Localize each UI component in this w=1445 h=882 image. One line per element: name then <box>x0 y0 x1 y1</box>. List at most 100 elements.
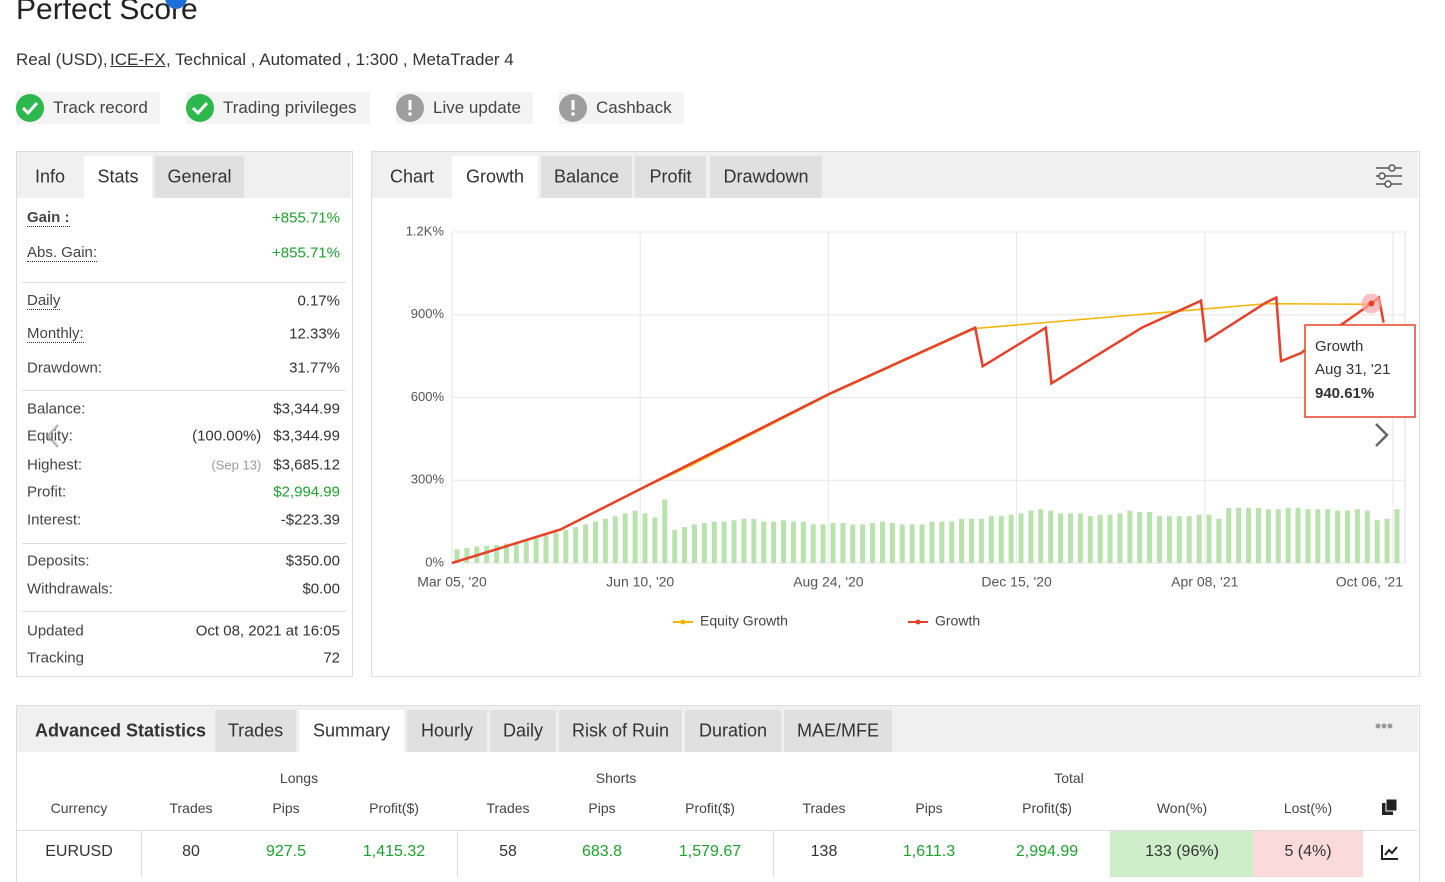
info-label: Deposits: <box>27 552 90 570</box>
info-label: Tracking <box>27 649 84 667</box>
info-note: (100.00%) <box>192 427 262 445</box>
info-label: Equity: <box>27 427 73 445</box>
bar <box>523 540 529 563</box>
tab[interactable]: Chart <box>390 166 435 187</box>
tab[interactable]: Duration <box>698 720 768 741</box>
legend-dot <box>680 619 686 625</box>
badge-icon <box>559 94 587 122</box>
bar <box>612 516 618 563</box>
bar <box>682 527 688 563</box>
bar <box>978 518 984 563</box>
info-label: Balance: <box>27 400 86 418</box>
table-cell: 5 (4%) <box>1284 843 1332 860</box>
bar <box>1364 510 1370 563</box>
tab[interactable]: Stats <box>97 166 139 187</box>
bar <box>652 517 658 563</box>
bar <box>1077 513 1083 563</box>
bar <box>879 521 885 563</box>
tab[interactable]: Growth <box>465 166 525 187</box>
tab[interactable]: Balance <box>553 166 620 187</box>
bar <box>1067 513 1073 563</box>
bar <box>533 538 539 563</box>
copy-front <box>1385 798 1398 812</box>
nav-next[interactable] <box>1375 423 1389 447</box>
bar <box>919 524 925 563</box>
x-tick-label: Apr 08, '21 <box>1171 574 1238 590</box>
table-column: Currency <box>50 800 108 816</box>
bar <box>929 521 935 563</box>
tab[interactable]: Drawdown <box>723 166 809 187</box>
info-label: Monthly: <box>27 325 84 343</box>
tab[interactable]: Info <box>35 166 66 187</box>
bar <box>1255 507 1261 563</box>
bar <box>988 516 994 563</box>
tab-bg <box>685 710 781 752</box>
bar <box>761 521 767 563</box>
nav-prev[interactable] <box>44 422 64 450</box>
row-line <box>17 830 1418 831</box>
tab-bg <box>784 710 892 752</box>
tab-bg <box>490 710 556 752</box>
copy-icon <box>1382 798 1398 815</box>
bar <box>642 513 648 563</box>
badge-label: Track record <box>53 98 148 117</box>
check-mark <box>191 101 209 116</box>
x-tick-label: Oct 06, '21 <box>1336 574 1403 590</box>
exclaim-dot <box>571 112 575 116</box>
badge-label: Live update <box>433 98 521 117</box>
tooltip-date: Aug 31, '21 <box>1315 361 1390 378</box>
chevron <box>46 424 59 448</box>
info-value: 72 <box>323 649 340 667</box>
info-value: $0.00 <box>302 580 340 598</box>
bar <box>889 523 895 563</box>
tooltip-box <box>1304 324 1416 418</box>
bar <box>1117 513 1123 563</box>
tooltip-value: 940.61% <box>1315 385 1374 402</box>
bar <box>1206 514 1212 563</box>
info-label: Highest: <box>27 456 83 474</box>
more-icon <box>1375 723 1393 729</box>
legend-label: Growth <box>935 613 980 629</box>
bar <box>593 521 599 563</box>
broker-link[interactable]: ICE-FX <box>110 50 166 69</box>
tab[interactable]: Profit <box>649 166 692 187</box>
table-column: Trades <box>486 800 530 816</box>
tooltip-point <box>1368 300 1375 307</box>
tab[interactable]: Trades <box>227 720 284 741</box>
tab[interactable]: Daily <box>502 720 544 741</box>
settings-knob <box>1388 164 1396 172</box>
bar <box>553 532 559 563</box>
info-label: Abs. Gain: <box>27 244 98 262</box>
bar <box>781 520 787 563</box>
table-column: Profit($) <box>1022 800 1072 816</box>
info-value: 0.17% <box>297 292 340 310</box>
tab[interactable]: Risk of Ruin <box>571 720 670 741</box>
info-value: 31.77% <box>289 359 340 377</box>
bar <box>1097 514 1103 563</box>
bar <box>751 518 757 563</box>
badge-icon <box>396 94 424 122</box>
bar <box>632 510 638 563</box>
info-value: Oct 08, 2021 at 16:05 <box>195 622 340 640</box>
x-tick-label: Jun 10, '20 <box>606 574 674 590</box>
table-cell: 58 <box>499 843 517 860</box>
tab[interactable]: Hourly <box>420 720 474 741</box>
tab[interactable]: MAE/MFE <box>796 720 880 741</box>
bar <box>1107 514 1113 563</box>
bar <box>1305 509 1311 563</box>
table-group: Longs <box>279 770 319 786</box>
table-column: Profit($) <box>685 800 735 816</box>
tab[interactable]: Summary <box>312 720 391 741</box>
table-cell: 2,994.99 <box>1015 843 1079 860</box>
tab-bg <box>84 156 152 198</box>
bar <box>1008 514 1014 563</box>
meta-prefix: Real (USD), <box>16 50 108 69</box>
tab[interactable]: General <box>167 166 232 187</box>
tab-bg <box>710 156 822 198</box>
table-column: Pips <box>588 800 616 816</box>
x-tick-label: Aug 24, '20 <box>793 574 864 590</box>
badge-dot <box>165 0 187 9</box>
info-note: (Sep 13) <box>211 457 262 473</box>
tab-bg <box>541 156 632 198</box>
bar <box>969 518 975 563</box>
